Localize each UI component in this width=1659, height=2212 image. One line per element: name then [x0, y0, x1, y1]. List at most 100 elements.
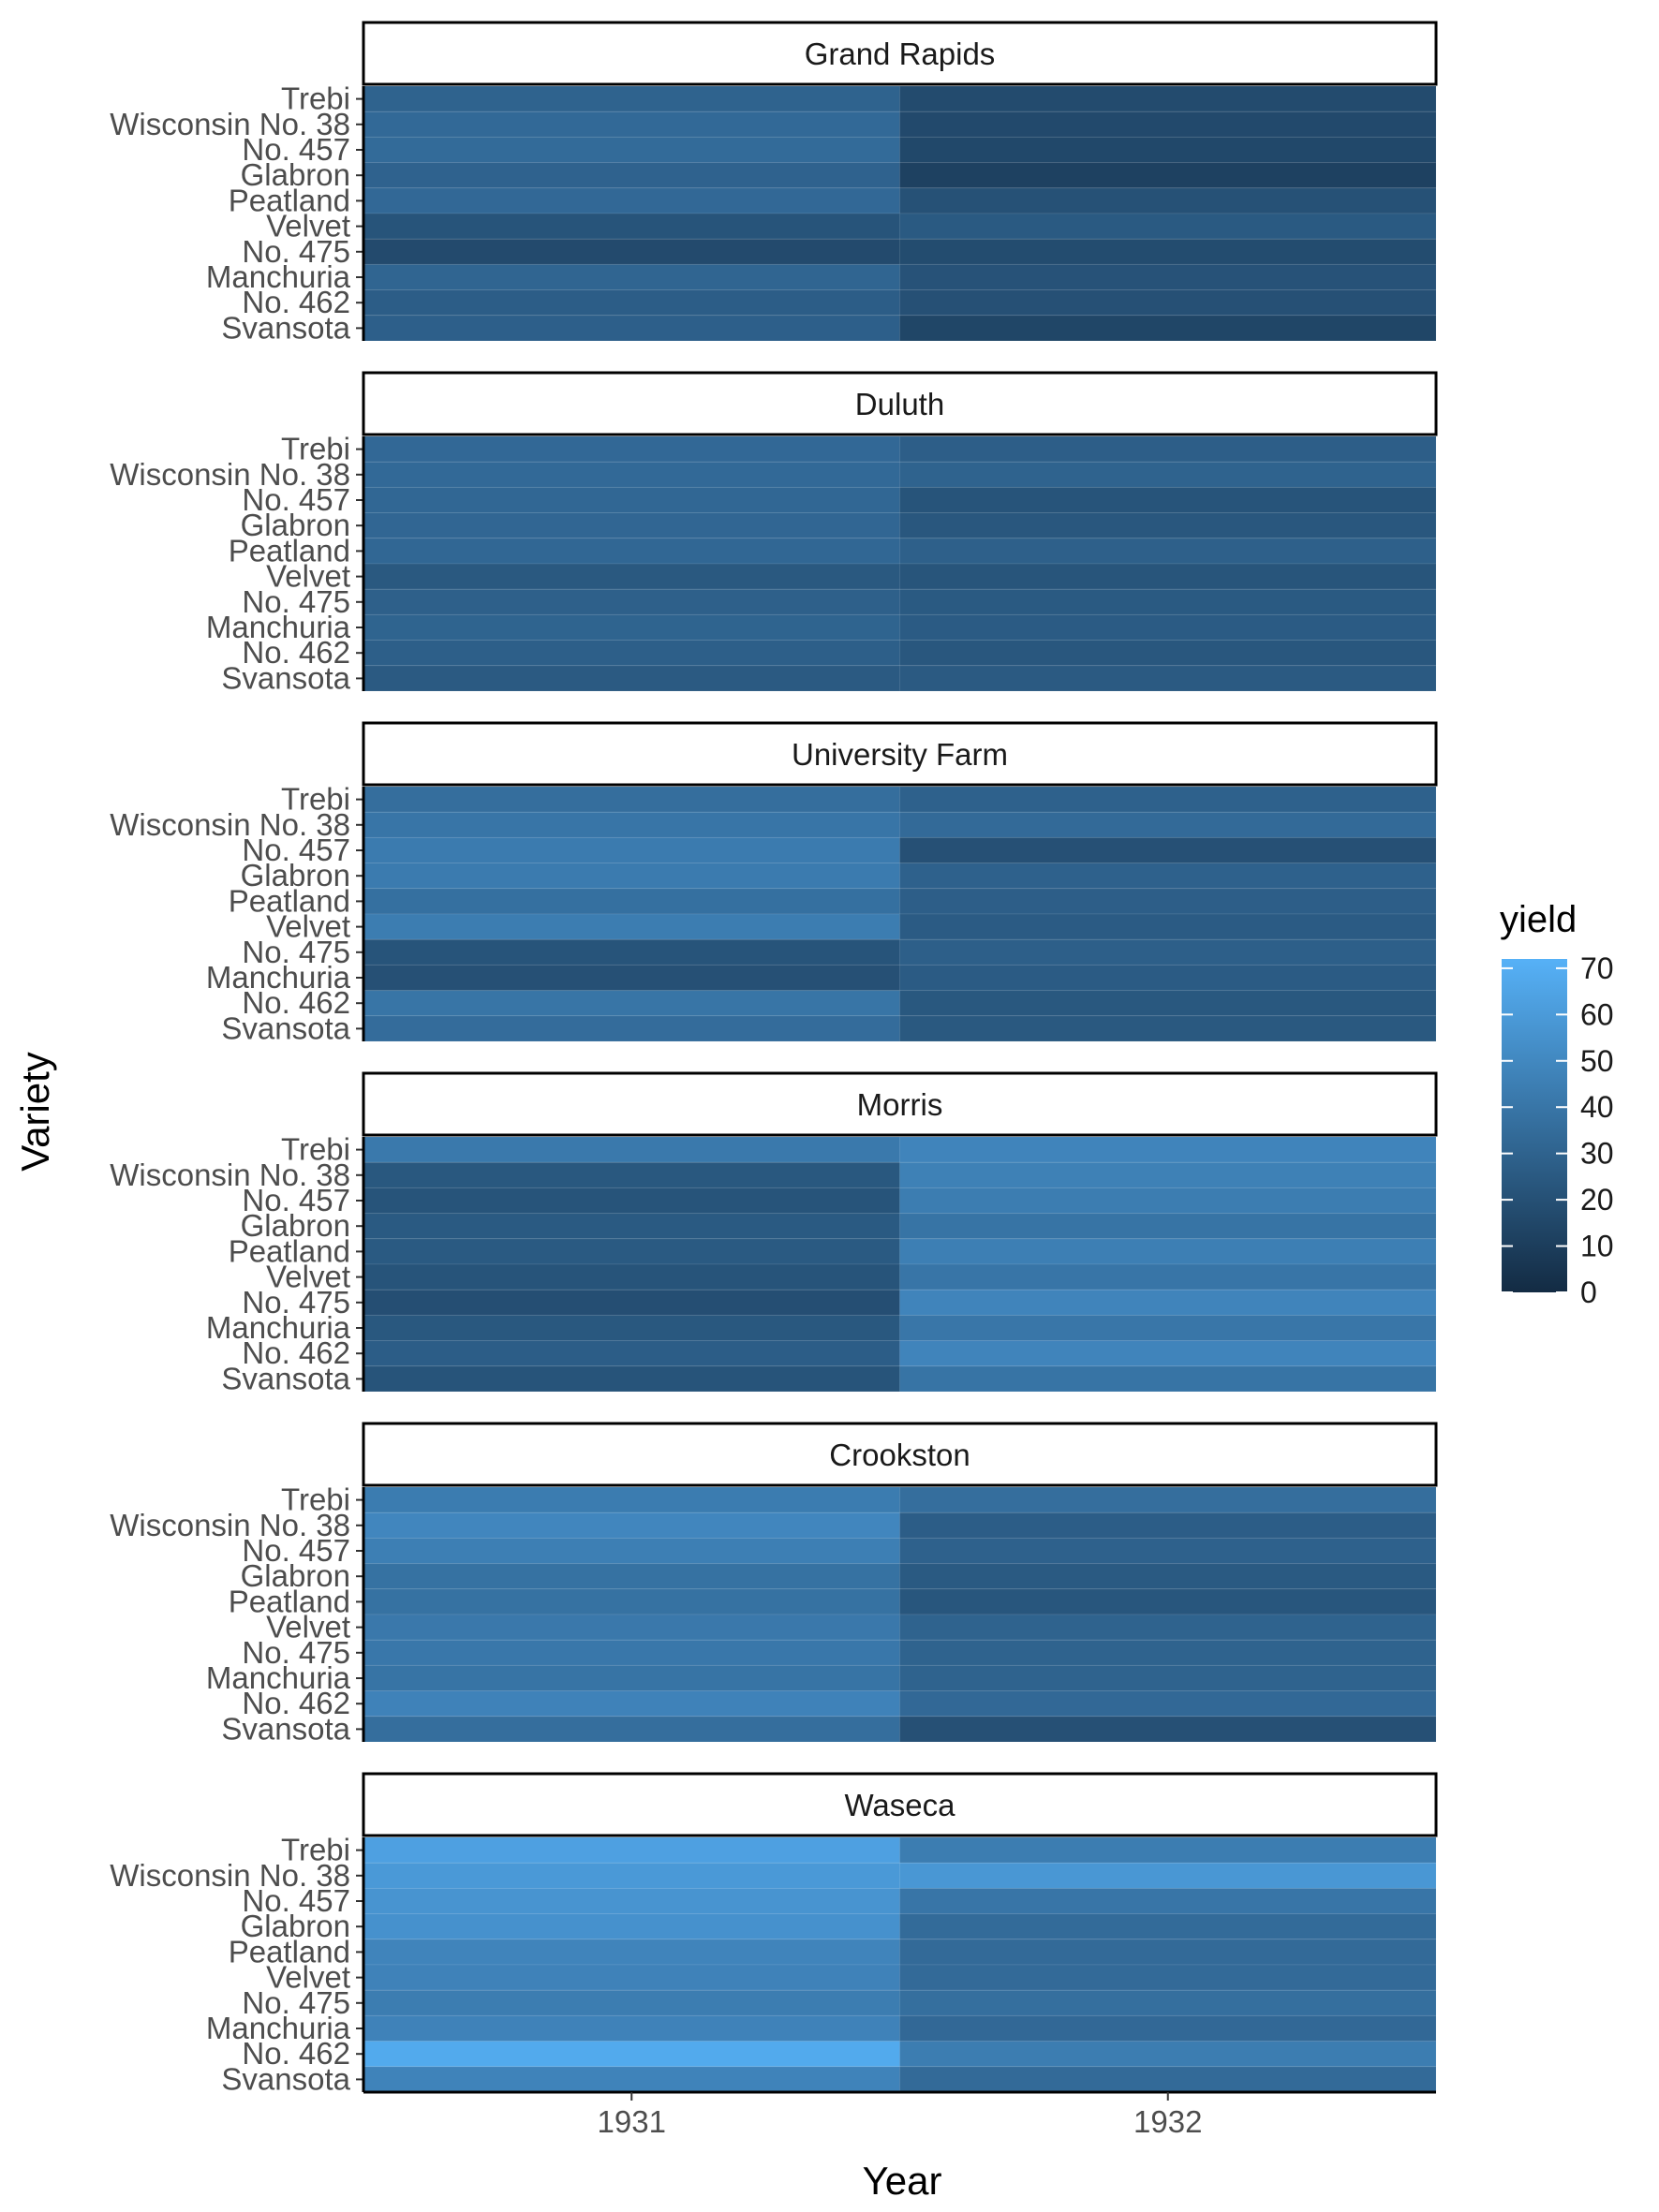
- heatmap-cell: [899, 1939, 1437, 1966]
- heatmap-cell: [899, 665, 1437, 692]
- heatmap-cell: [363, 1340, 900, 1367]
- y-tick-label: No. 475: [242, 1285, 350, 1320]
- y-tick-label: Svansota: [221, 1711, 350, 1746]
- heatmap-cell: [363, 563, 900, 590]
- y-tick-label: Trebi: [281, 432, 350, 466]
- heatmap-cell: [899, 1512, 1437, 1539]
- heatmap-cell: [363, 913, 900, 940]
- heatmap-cell: [899, 187, 1437, 214]
- y-tick-label: Trebi: [281, 1833, 350, 1867]
- heatmap-cell: [899, 2066, 1437, 2093]
- y-tick-label: Svansota: [221, 2061, 350, 2096]
- y-axis-title: Variety: [13, 1052, 57, 1172]
- facet-strip: [362, 21, 1438, 86]
- y-tick-label: No. 462: [242, 985, 350, 1020]
- heatmap-cell: [363, 1887, 900, 1915]
- heatmap-cell: [899, 836, 1437, 864]
- heatmap-cell: [363, 512, 900, 539]
- y-tick-label: Wisconsin No. 38: [110, 1508, 350, 1542]
- y-tick-label: Trebi: [281, 1132, 350, 1167]
- y-tick-label: No. 457: [242, 132, 350, 167]
- y-tick-label: No. 475: [242, 1985, 350, 2020]
- y-tick-label: Manchuria: [206, 1310, 351, 1345]
- y-tick-label: No. 475: [242, 234, 350, 269]
- heatmap-cell: [899, 538, 1437, 565]
- heatmap-cell: [363, 1588, 900, 1615]
- heatmap-cell: [363, 538, 900, 565]
- heatmap-cell: [899, 563, 1437, 590]
- heatmap-cell: [899, 2014, 1437, 2042]
- heatmap-cell: [899, 1238, 1437, 1265]
- heatmap-cell: [363, 863, 900, 890]
- y-tick-label: Peatland: [229, 883, 350, 918]
- heatmap-cell: [899, 1263, 1437, 1290]
- y-tick-label: Wisconsin No. 38: [110, 457, 350, 492]
- heatmap-cell: [363, 1187, 900, 1215]
- heatmap-cell: [363, 2041, 900, 2068]
- heatmap-cell: [899, 1690, 1437, 1718]
- heatmap-cell: [899, 640, 1437, 667]
- y-tick-label: Glabron: [241, 858, 350, 892]
- heatmap-cell: [899, 1989, 1437, 2016]
- heatmap-cell: [899, 964, 1437, 992]
- y-tick-label: Velvet: [266, 909, 350, 944]
- heatmap-cell: [899, 1136, 1437, 1163]
- facet-label: Waseca: [845, 1788, 956, 1822]
- heatmap-cell: [899, 238, 1437, 265]
- heatmap-cell: [899, 1614, 1437, 1641]
- heatmap-cell: [899, 1862, 1437, 1889]
- heatmap-cell: [363, 1263, 900, 1290]
- heatmap-cell: [363, 1964, 900, 1991]
- heatmap-cell: [899, 913, 1437, 940]
- legend-tick-label: 40: [1580, 1090, 1614, 1124]
- facet-strip: [362, 1422, 1438, 1487]
- y-tick-label: Manchuria: [206, 610, 351, 644]
- heatmap-cell: [363, 1015, 900, 1042]
- heatmap-cell: [899, 136, 1437, 164]
- heatmap-cell: [899, 512, 1437, 539]
- y-tick-label: No. 462: [242, 1335, 350, 1370]
- heatmap-cell: [899, 213, 1437, 240]
- heatmap-cell: [363, 263, 900, 291]
- heatmap-cell: [899, 588, 1437, 615]
- y-tick-label: Svansota: [221, 1361, 350, 1395]
- y-tick-label: Velvet: [266, 209, 350, 243]
- heatmap-cell: [899, 1563, 1437, 1590]
- heatmap-cell: [363, 613, 900, 641]
- legend-colorbar: [1502, 959, 1567, 1292]
- heatmap-cell: [363, 1836, 900, 1864]
- y-tick-label: No. 462: [242, 285, 350, 319]
- y-tick-label: No. 475: [242, 1635, 350, 1670]
- y-tick-label: No. 457: [242, 1533, 350, 1568]
- y-tick-label: Glabron: [241, 157, 350, 192]
- color-legend: yield 0 10 20 30 40 50 60 70: [1500, 899, 1614, 1309]
- heatmap-cell: [899, 938, 1437, 966]
- y-tick-label: Velvet: [266, 559, 350, 594]
- heatmap-cell: [363, 1161, 900, 1188]
- heatmap-cell: [899, 162, 1437, 189]
- heatmap-cell: [363, 1913, 900, 1940]
- heatmap-cell: [899, 1913, 1437, 1940]
- heatmap-cell: [899, 613, 1437, 641]
- legend-ticks: 0 10 20 30 40 50 60 70: [1502, 951, 1614, 1309]
- heatmap-cell: [899, 1887, 1437, 1915]
- heatmap-cell: [899, 461, 1437, 488]
- heatmap-cell: [363, 238, 900, 265]
- y-tick-label: No. 462: [242, 1686, 350, 1720]
- heatmap-cell: [899, 315, 1437, 342]
- facet-strip: [362, 721, 1438, 787]
- heatmap-cell: [899, 1213, 1437, 1240]
- y-tick-label: Peatland: [229, 1233, 350, 1268]
- y-tick-label: Peatland: [229, 1584, 350, 1618]
- y-tick-label: Trebi: [281, 782, 350, 817]
- heatmap-cell: [899, 1187, 1437, 1215]
- heatmap-cell: [363, 111, 900, 138]
- heatmap-cell: [899, 1639, 1437, 1666]
- y-tick-label: Glabron: [241, 1208, 350, 1243]
- heatmap-cell: [899, 435, 1437, 463]
- heatmap-cell: [363, 486, 900, 514]
- heatmap-cell: [899, 263, 1437, 291]
